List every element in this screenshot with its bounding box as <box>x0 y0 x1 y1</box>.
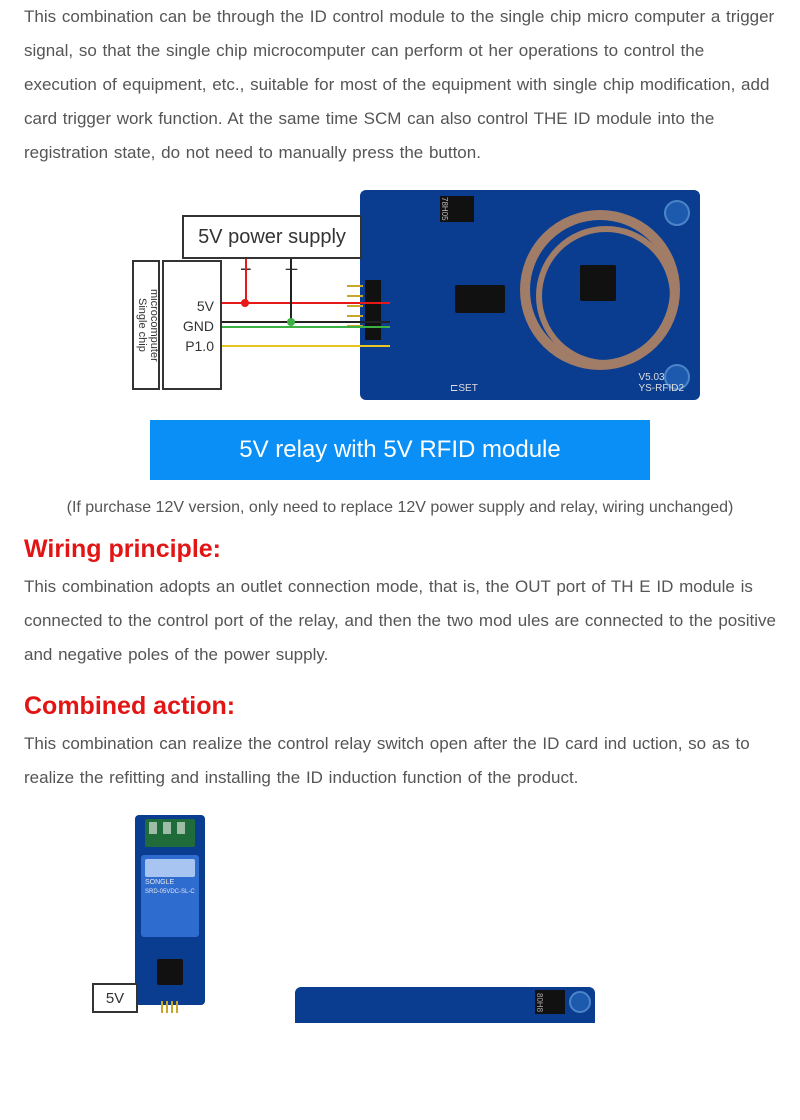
relay-module: SONGLE SRD-05VDC-SL-C <box>135 815 205 1005</box>
wire-yellow-horizontal <box>222 345 390 347</box>
pcb-model-label: V5.03YS-RFID2 <box>638 372 684 394</box>
wiring-principle-heading: Wiring principle: <box>24 535 776 564</box>
banner-title: 5V relay with 5V RFID module <box>150 420 650 480</box>
wiring-diagram-2: SONGLE SRD-05VDC-SL-C 5V 80H8 <box>100 815 640 1025</box>
wire-green-horizontal <box>222 326 390 328</box>
wiring-diagram-1: 5V power supply Single chip microcompute… <box>100 190 700 400</box>
power-supply-box-2: 5V <box>92 983 138 1013</box>
pin-5v: 5V <box>197 298 214 314</box>
power-supply-box: 5V power supply <box>182 215 362 259</box>
pin-p10: P1.0 <box>185 338 214 354</box>
pin-gnd: GND <box>183 318 214 334</box>
combined-action-body: This combination can realize the control… <box>24 727 776 795</box>
relay-driver-ic <box>157 959 183 985</box>
junction-green <box>287 318 295 326</box>
relay-component <box>141 855 199 937</box>
header-pins <box>365 280 381 340</box>
voltage-regulator: 78H05 <box>440 196 474 222</box>
wire-black-horizontal <box>222 321 390 323</box>
relay-terminal-block <box>145 819 195 847</box>
banner-subnote: (If purchase 12V version, only need to r… <box>24 494 776 521</box>
wire-black-vertical <box>290 257 292 323</box>
intro-paragraph: This combination can be through the ID c… <box>24 0 776 170</box>
mounting-hole-2 <box>569 991 591 1013</box>
junction-red <box>241 299 249 307</box>
wiring-principle-body: This combination adopts an outlet connec… <box>24 570 776 672</box>
rfid-pcb-2-partial: 80H8 <box>295 987 595 1023</box>
combined-action-heading: Combined action: <box>24 692 776 721</box>
voltage-regulator-2: 80H8 <box>535 990 565 1014</box>
wire-red-vertical <box>245 257 247 304</box>
pcb-set-label: ⊏SET <box>450 383 478 394</box>
ic-chip-1 <box>455 285 505 313</box>
rfid-antenna-coil <box>520 210 680 370</box>
mcu-box: Single chip microcomputer <box>132 260 160 390</box>
relay-header-pins <box>161 1001 181 1013</box>
relay-text: SONGLE SRD-05VDC-SL-C <box>145 879 195 896</box>
pin-labels-box: 5V GND P1.0 <box>162 260 222 390</box>
mounting-hole-tr <box>664 200 690 226</box>
rfid-pcb: 78H05 ⊏SET V5.03YS-RFID2 <box>360 190 700 400</box>
